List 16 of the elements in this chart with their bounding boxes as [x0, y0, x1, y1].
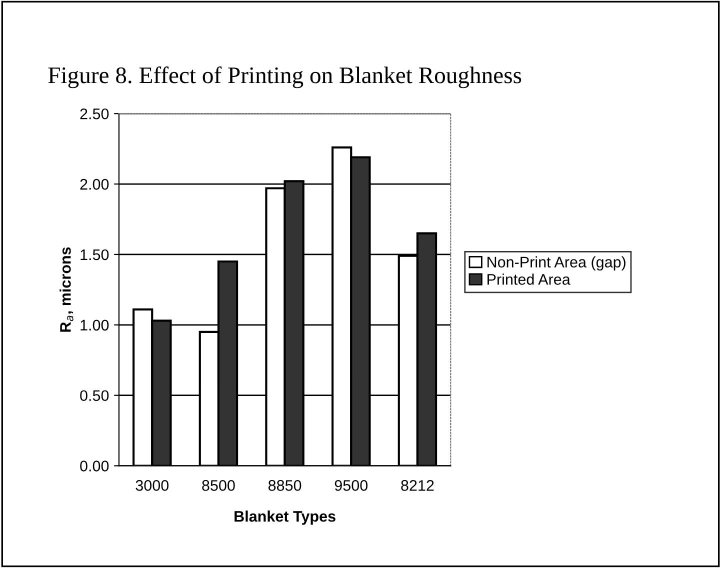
x-tick-label: 3000 [136, 480, 169, 491]
x-axis-title: Blanket Types [234, 510, 336, 525]
x-tick-label: 8212 [401, 480, 434, 491]
y-tick-label: 1.50 [80, 249, 109, 260]
y-axis-title: R$_{a}$, microns [60, 247, 74, 332]
legend-label: Non-Print Area (gap) [488, 256, 626, 271]
y-tick-label: 2.00 [80, 178, 109, 190]
x-tick-label: 9500 [334, 480, 368, 491]
legend-label: Printed Area [488, 274, 570, 285]
y-tick-label: 2.50 [80, 108, 109, 120]
y-tick-label: 0.00 [80, 460, 109, 472]
x-tick-label: 8500 [202, 480, 235, 491]
y-tick-label: 0.50 [80, 390, 109, 402]
chart-title: Figure 8. Effect of Printing on Blanket Roughness [48, 66, 522, 88]
x-tick-label: 8850 [268, 480, 302, 491]
y-tick-label: 1.00 [80, 320, 109, 331]
